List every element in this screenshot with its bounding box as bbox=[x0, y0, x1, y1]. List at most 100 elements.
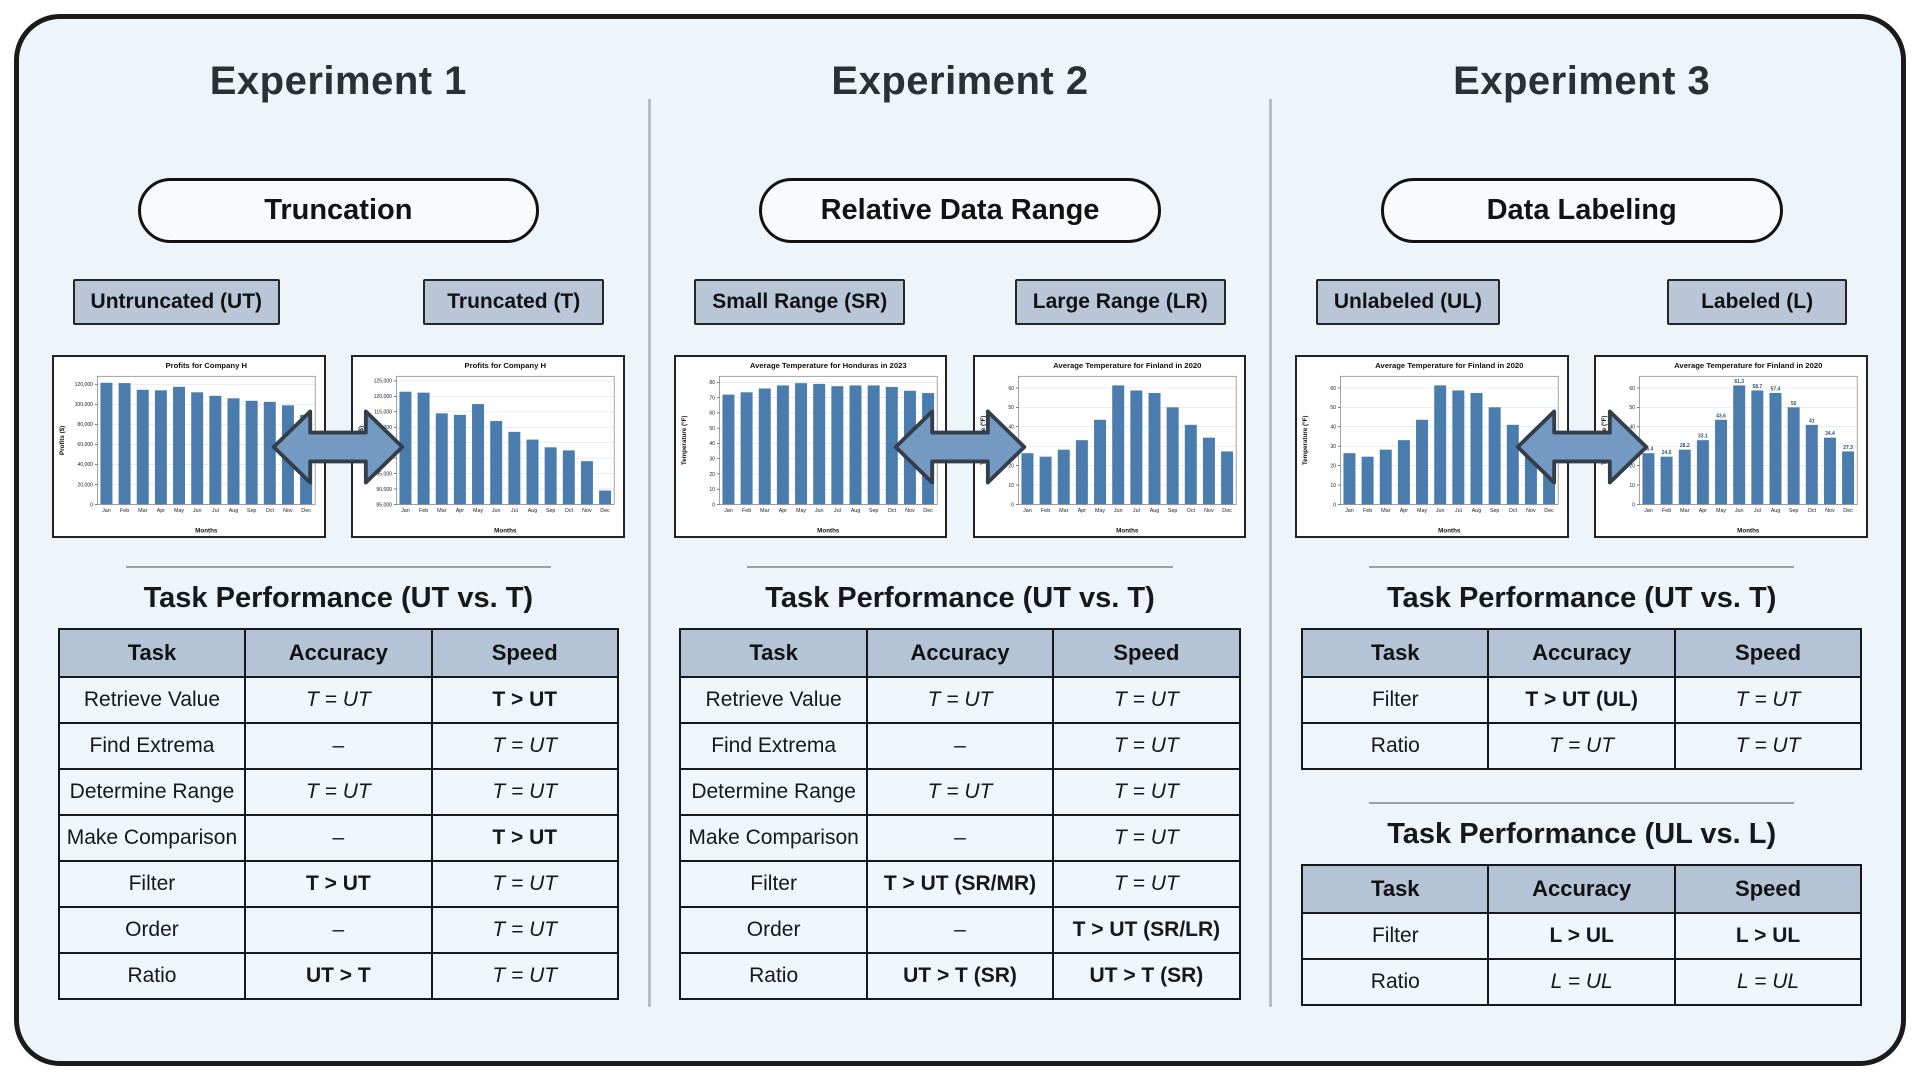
table-cell: T = UT bbox=[1052, 860, 1241, 909]
table-cell: T = UT bbox=[1673, 676, 1863, 725]
table-cell: T = UT bbox=[244, 768, 433, 817]
svg-text:Mar: Mar bbox=[1381, 508, 1390, 514]
svg-text:41: 41 bbox=[1809, 418, 1815, 424]
table-cell: T = UT bbox=[1052, 676, 1241, 725]
svg-text:Jun: Jun bbox=[814, 508, 823, 514]
svg-text:58.7: 58.7 bbox=[1753, 384, 1763, 390]
svg-text:Oct: Oct bbox=[1509, 508, 1518, 514]
svg-text:40: 40 bbox=[1008, 425, 1014, 431]
table-row: Determine Range T = UT T = UT bbox=[57, 768, 619, 817]
task-performance-heading: Task Performance (UT vs. T) bbox=[765, 582, 1155, 615]
experiment-2-title: Experiment 2 bbox=[831, 59, 1089, 103]
svg-text:40: 40 bbox=[1630, 425, 1636, 431]
table-cell: – bbox=[865, 814, 1055, 863]
table-cell: T = UT bbox=[430, 952, 619, 1001]
svg-text:26.4: 26.4 bbox=[1644, 447, 1654, 453]
experiment-3-panel: Experiment 3 Data Labeling Unlabeled (UL… bbox=[1272, 19, 1891, 1061]
svg-text:80,000: 80,000 bbox=[77, 422, 93, 428]
chart-comparison: 0 10 20 30 40 50 60 70 80 Jan Feb Mar Apr May Jun Jul Au… bbox=[673, 355, 1247, 539]
svg-text:60: 60 bbox=[1630, 386, 1636, 392]
svg-text:Jul: Jul bbox=[1455, 508, 1462, 514]
factor-pill-relative-data-range: Relative Data Range bbox=[759, 178, 1161, 243]
svg-text:43.6: 43.6 bbox=[1716, 413, 1726, 419]
svg-text:27.3: 27.3 bbox=[1844, 445, 1854, 451]
table-cell: – bbox=[865, 722, 1055, 771]
svg-text:Aug: Aug bbox=[850, 508, 860, 514]
column-header: Task bbox=[679, 628, 868, 679]
svg-text:Months: Months bbox=[817, 527, 840, 534]
table-cell: T > UT bbox=[244, 860, 433, 909]
svg-text:61.3: 61.3 bbox=[1735, 379, 1745, 385]
svg-text:Months: Months bbox=[1438, 527, 1461, 534]
table-cell: T = UT bbox=[865, 676, 1055, 725]
table-cell: T > UT (SR/MR) bbox=[865, 860, 1055, 909]
table-cell: T > UT bbox=[430, 814, 619, 863]
svg-text:Dec: Dec bbox=[1844, 508, 1854, 514]
svg-text:Nov: Nov bbox=[283, 508, 293, 514]
condition-tag-untruncated: Untruncated (UT) bbox=[72, 279, 281, 325]
svg-text:Jun: Jun bbox=[492, 508, 501, 514]
table-cell: – bbox=[244, 906, 433, 955]
svg-text:Jan: Jan bbox=[1345, 508, 1354, 514]
bar-chart-svg: 0 20,000 40,000 60,000 80,000 100,000 120,000 J… bbox=[59, 361, 316, 534]
svg-text:Feb: Feb bbox=[1662, 508, 1671, 514]
svg-text:50: 50 bbox=[1791, 401, 1797, 407]
table-row: Make Comparison – T > UT bbox=[57, 814, 619, 863]
svg-text:0: 0 bbox=[712, 502, 715, 508]
svg-text:Aug: Aug bbox=[1149, 508, 1159, 514]
svg-text:Feb: Feb bbox=[1363, 508, 1372, 514]
svg-text:Jun: Jun bbox=[1436, 508, 1445, 514]
figure-frame: Experiment 1 Truncation Untruncated (UT)… bbox=[14, 14, 1906, 1066]
table-cell: Filter bbox=[1301, 912, 1490, 961]
table-cell: Filter bbox=[1301, 676, 1490, 725]
task-performance-heading: Task Performance (UT vs. T) bbox=[143, 582, 534, 615]
svg-text:60: 60 bbox=[709, 411, 715, 417]
svg-text:Dec: Dec bbox=[923, 508, 933, 514]
table-row: Filter T > UT (SR/MR) T = UT bbox=[679, 860, 1241, 909]
bar-chart-svg: 0102030405060JanFebMarAprMayJunJulAugSep… bbox=[980, 361, 1237, 534]
condition-tag-small-range: Small Range (SR) bbox=[694, 279, 906, 325]
column-header: Accuracy bbox=[1487, 628, 1676, 679]
table-header-row: Task Accuracy Speed bbox=[679, 628, 1241, 679]
chart-comparison: 0 20,000 40,000 60,000 80,000 100,000 120,000 J… bbox=[51, 355, 625, 539]
task-performance-heading: Task Performance (UT vs. T) bbox=[1386, 582, 1777, 615]
column-header: Task bbox=[1301, 628, 1490, 679]
svg-text:Apr: Apr bbox=[157, 508, 166, 514]
column-header: Task bbox=[57, 628, 247, 679]
svg-text:Feb: Feb bbox=[120, 508, 129, 514]
svg-text:Profits for Company H: Profits for Company H bbox=[165, 361, 247, 370]
svg-text:Nov: Nov bbox=[905, 508, 915, 514]
svg-text:Temperature (°F): Temperature (°F) bbox=[681, 416, 688, 466]
table-cell: Determine Range bbox=[679, 768, 868, 817]
svg-text:33.1: 33.1 bbox=[1698, 434, 1708, 440]
svg-text:Average Temperature for Finlan: Average Temperature for Finland in 2020 bbox=[1053, 361, 1201, 370]
svg-text:90,000: 90,000 bbox=[376, 487, 392, 493]
table-row: Order – T > UT (SR/LR) bbox=[679, 906, 1241, 955]
svg-text:60: 60 bbox=[1331, 386, 1337, 392]
table-cell: – bbox=[244, 814, 433, 863]
table-row: Find Extrema – T = UT bbox=[57, 722, 619, 771]
condition-tags: Small Range (SR) Large Range (LR) bbox=[694, 279, 1226, 325]
table-cell: Determine Range bbox=[57, 768, 247, 817]
svg-text:10: 10 bbox=[1630, 483, 1636, 489]
table-cell: T = UT bbox=[1052, 814, 1241, 863]
table-cell: T > UT bbox=[430, 676, 619, 725]
svg-text:Nov: Nov bbox=[1825, 508, 1835, 514]
svg-text:Sep: Sep bbox=[1167, 508, 1177, 514]
panel-divider bbox=[1269, 99, 1273, 1007]
column-header: Accuracy bbox=[865, 628, 1055, 679]
svg-text:Jul: Jul bbox=[833, 508, 840, 514]
svg-text:100,000: 100,000 bbox=[74, 402, 93, 408]
table-cell: Order bbox=[57, 906, 247, 955]
svg-text:Jun: Jun bbox=[1113, 508, 1122, 514]
svg-text:Sep: Sep bbox=[1490, 508, 1500, 514]
svg-text:120,000: 120,000 bbox=[374, 394, 393, 400]
table-cell: Make Comparison bbox=[679, 814, 868, 863]
experiment-1-title: Experiment 1 bbox=[209, 59, 467, 103]
svg-text:Average Temperature for Finlan: Average Temperature for Finland in 2020 bbox=[1375, 361, 1523, 370]
svg-text:Oct: Oct bbox=[887, 508, 896, 514]
svg-text:80: 80 bbox=[709, 380, 715, 386]
table-cell: Filter bbox=[679, 860, 868, 909]
svg-text:Feb: Feb bbox=[742, 508, 751, 514]
svg-text:Dec: Dec bbox=[301, 508, 311, 514]
